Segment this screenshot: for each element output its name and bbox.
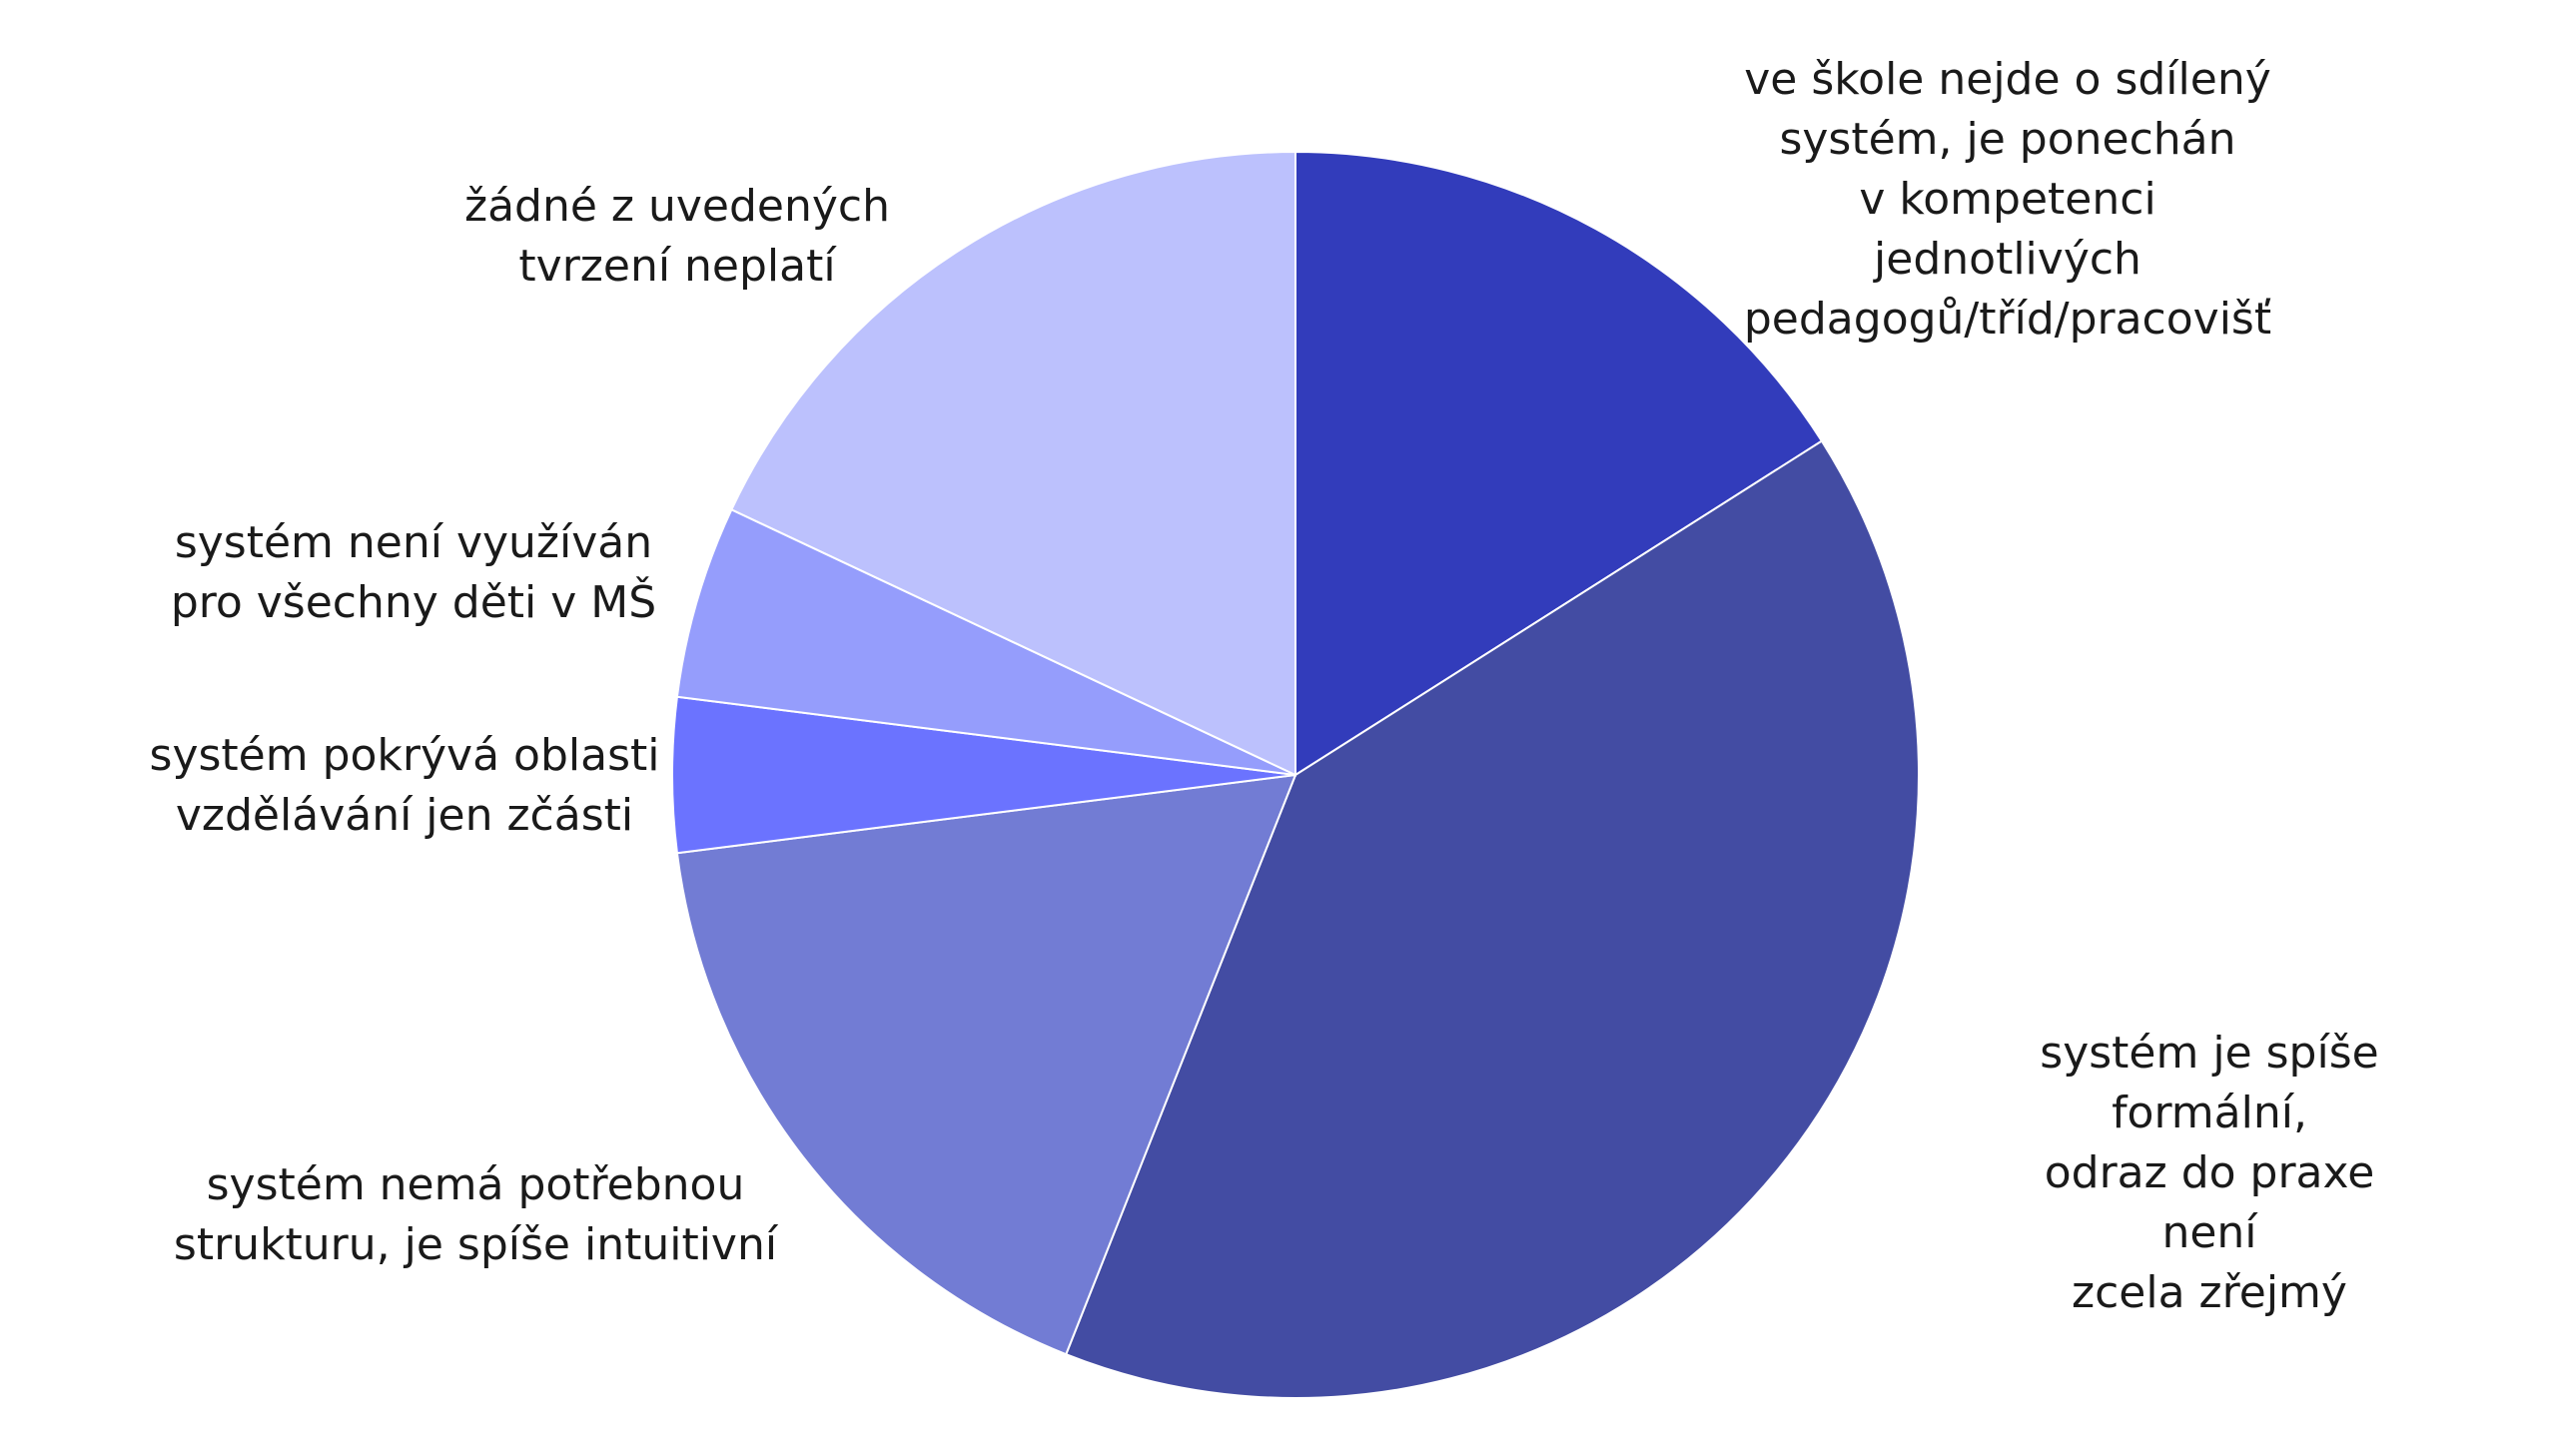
slice-label: ve škole nejde o sdílený systém, je pone… xyxy=(1743,54,2272,345)
pie-slice xyxy=(730,150,1296,777)
slice-label: systém pokrývá oblasti vzdělávání jen zč… xyxy=(149,730,660,841)
pie-slice xyxy=(1294,150,1824,777)
slice-label: žádné z uvedených tvrzení neplatí xyxy=(463,181,891,292)
slice-label: systém není využíván pro všechny děti v … xyxy=(170,517,657,628)
pie-slice xyxy=(675,773,1297,1356)
slice-label: systém nemá potřebnou strukturu, je spíš… xyxy=(173,1159,778,1270)
slice-label: systém je spíše formální, odraz do praxe… xyxy=(2040,1028,2379,1318)
pie-slice xyxy=(675,507,1296,776)
pie-slice xyxy=(1064,439,1920,1399)
